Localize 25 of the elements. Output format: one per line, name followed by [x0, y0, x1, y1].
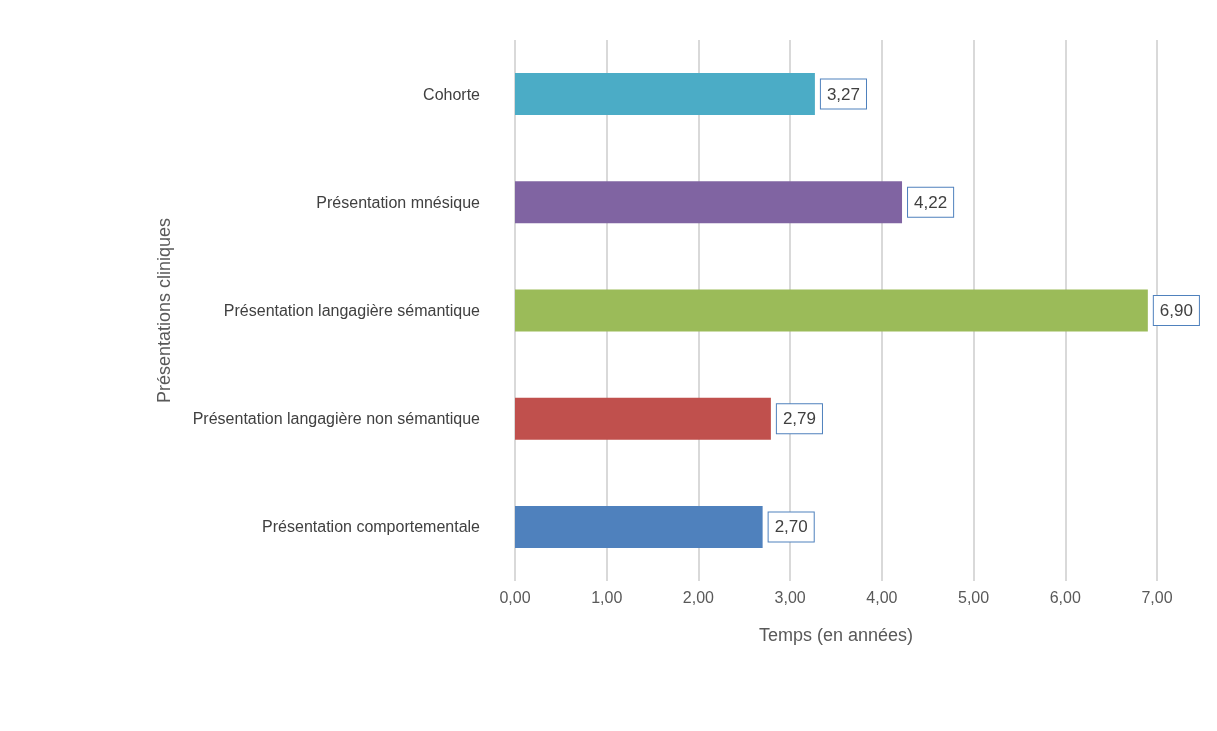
bar: [515, 505, 763, 548]
x-tick-label: 0,00: [499, 588, 531, 606]
y-tick-label: Présentation langagière non sémantique: [192, 410, 481, 428]
data-label: 6,90: [1159, 301, 1193, 320]
y-tick-label: Présentation langagière sémantique: [223, 302, 481, 319]
x-tick-label: 3,00: [774, 588, 806, 606]
data-label: 2,70: [774, 517, 808, 537]
y-tick-label: Cohorte: [423, 85, 481, 103]
x-tick-label: 7,00: [1141, 588, 1173, 606]
data-label: 2,79: [782, 409, 816, 429]
bar: [515, 397, 771, 440]
y-axis-title: Présentations cliniques: [154, 217, 174, 404]
bar: [515, 73, 815, 116]
x-axis-title: Temps (en années): [758, 625, 914, 645]
x-tick-label: 2,00: [682, 588, 715, 606]
data-label: 4,22: [914, 192, 948, 212]
y-tick-label: Présentation comportementale: [262, 518, 481, 536]
x-tick-label: 4,00: [866, 588, 898, 606]
data-label: 3,27: [826, 84, 860, 104]
bar: [515, 289, 1148, 332]
x-tick-label: 6,00: [1049, 588, 1081, 606]
y-tick-label: Présentation mnésique: [316, 193, 481, 211]
bar: [515, 181, 903, 224]
x-tick-label: 1,00: [591, 588, 623, 606]
x-tick-label: 5,00: [958, 588, 990, 606]
